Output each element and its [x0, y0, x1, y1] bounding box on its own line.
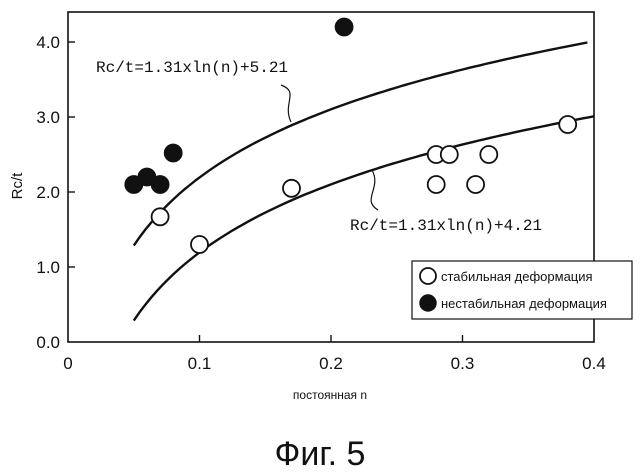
y-axis-label: Rc/t — [9, 172, 26, 200]
legend-open-circle-marker — [420, 268, 436, 284]
x-tick-label: 0 — [63, 354, 72, 373]
y-tick-label: 2.0 — [36, 183, 60, 202]
legend: стабильная деформация нестабильная дефор… — [412, 261, 632, 319]
upper-curve-formula: Rc/t=1.31xln(n)+5.21 — [96, 59, 288, 77]
stable-point — [191, 236, 208, 253]
x-axis-label: постоянная n — [293, 388, 367, 402]
unstable-point — [336, 19, 353, 36]
stable-point — [467, 176, 484, 193]
unstable-point — [165, 145, 182, 162]
stable-point — [283, 180, 300, 197]
legend-filled-circle-marker — [420, 295, 436, 311]
y-tick-label: 4.0 — [36, 33, 60, 52]
stable-point — [152, 208, 169, 225]
stable-point — [441, 146, 458, 163]
y-tick-label: 0.0 — [36, 333, 60, 352]
stable-point — [428, 176, 445, 193]
unstable-point — [152, 176, 169, 193]
x-tick-label: 0.2 — [319, 354, 343, 373]
stable-point — [480, 146, 497, 163]
legend-label-unstable: нестабильная деформация — [441, 296, 607, 311]
legend-label-stable: стабильная деформация — [441, 269, 593, 284]
x-tick-label: 0.4 — [582, 354, 606, 373]
x-tick-label: 0.1 — [188, 354, 212, 373]
lower-curve-formula: Rc/t=1.31xln(n)+4.21 — [350, 217, 542, 235]
y-tick-label: 3.0 — [36, 108, 60, 127]
stable-point — [559, 116, 576, 133]
figure-caption: Фиг. 5 — [275, 435, 366, 473]
x-tick-label: 0.3 — [451, 354, 475, 373]
y-tick-label: 1.0 — [36, 258, 60, 277]
